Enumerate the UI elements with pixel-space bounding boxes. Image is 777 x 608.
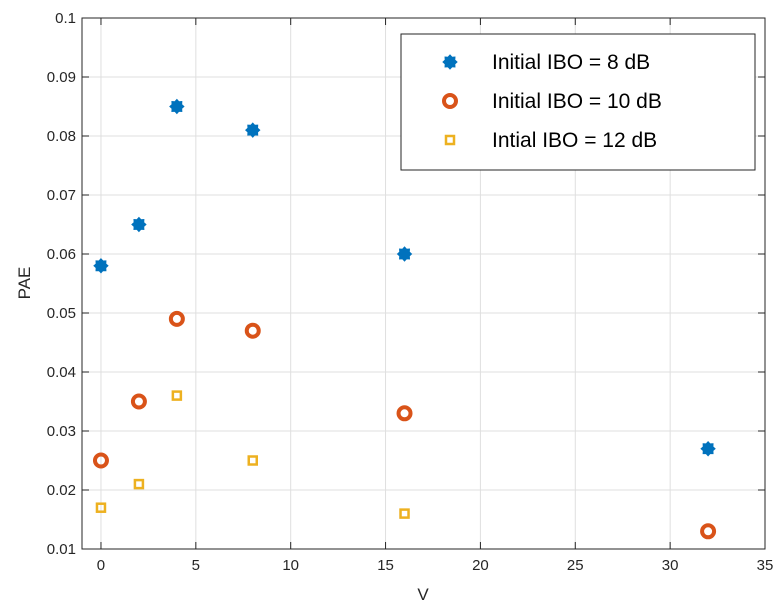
x-tick-label: 10	[282, 557, 299, 574]
y-tick-label: 0.07	[47, 187, 76, 204]
x-tick-label: 20	[472, 557, 489, 574]
legend-label-1: Initial IBO = 8 dB	[492, 51, 650, 74]
axes-box	[81, 17, 766, 550]
y-tick-label: 0.05	[47, 305, 76, 322]
y-tick-label: 0.06	[47, 246, 76, 263]
x-tick-label: 35	[757, 557, 774, 574]
legend-label-3: Intial IBO = 12 dB	[492, 129, 657, 152]
y-tick-label: 0.09	[47, 69, 76, 86]
series-3-point	[133, 478, 145, 490]
series-1-point	[245, 122, 261, 138]
y-axis-label: PAE	[15, 267, 34, 300]
legend-marker-2	[442, 93, 458, 109]
y-tick-label: 0.08	[47, 128, 76, 145]
series-3-point	[171, 390, 183, 401]
series-2-point	[92, 452, 109, 469]
y-tick-label: 0.03	[47, 423, 76, 440]
x-tick-label: 5	[192, 557, 200, 574]
x-tick-label: 30	[662, 557, 679, 574]
y-tick-label: 0.04	[47, 364, 76, 381]
series-3-point	[95, 502, 107, 513]
series-2-point	[700, 523, 717, 540]
series-1-point	[131, 216, 147, 233]
x-tick-label: 0	[97, 557, 105, 574]
x-axis-label: V	[417, 585, 429, 604]
y-tick-label: 0.1	[55, 10, 76, 27]
series-1-point	[169, 98, 185, 115]
series-3-point	[399, 508, 410, 519]
legend-label-2: Initial IBO = 10 dB	[492, 90, 662, 113]
x-tick-label: 25	[567, 557, 584, 574]
axes	[81, 17, 766, 550]
legend: Initial IBO = 8 dB Initial IBO = 10 dB Int…	[400, 33, 756, 171]
series-3-point	[247, 455, 258, 466]
series-2-point	[244, 322, 261, 339]
series-1-point	[396, 246, 413, 262]
legend-box	[400, 33, 756, 171]
series-2-point	[130, 393, 147, 410]
tick-labels: 0 5 10 15 20 25 30 35 0.01 0.02 0.03 0.04 0.05 0.06 0.…	[47, 10, 774, 574]
data-points	[92, 98, 717, 540]
series-2-point	[168, 310, 185, 327]
y-tick-label: 0.01	[47, 541, 76, 558]
series-1-point	[700, 440, 716, 457]
series-2-point	[396, 405, 413, 422]
legend-marker-3	[444, 134, 456, 146]
legend-marker-1	[442, 54, 458, 70]
y-tick-label: 0.02	[47, 482, 76, 499]
x-tick-label: 15	[377, 557, 394, 574]
series-1-point	[93, 258, 109, 274]
